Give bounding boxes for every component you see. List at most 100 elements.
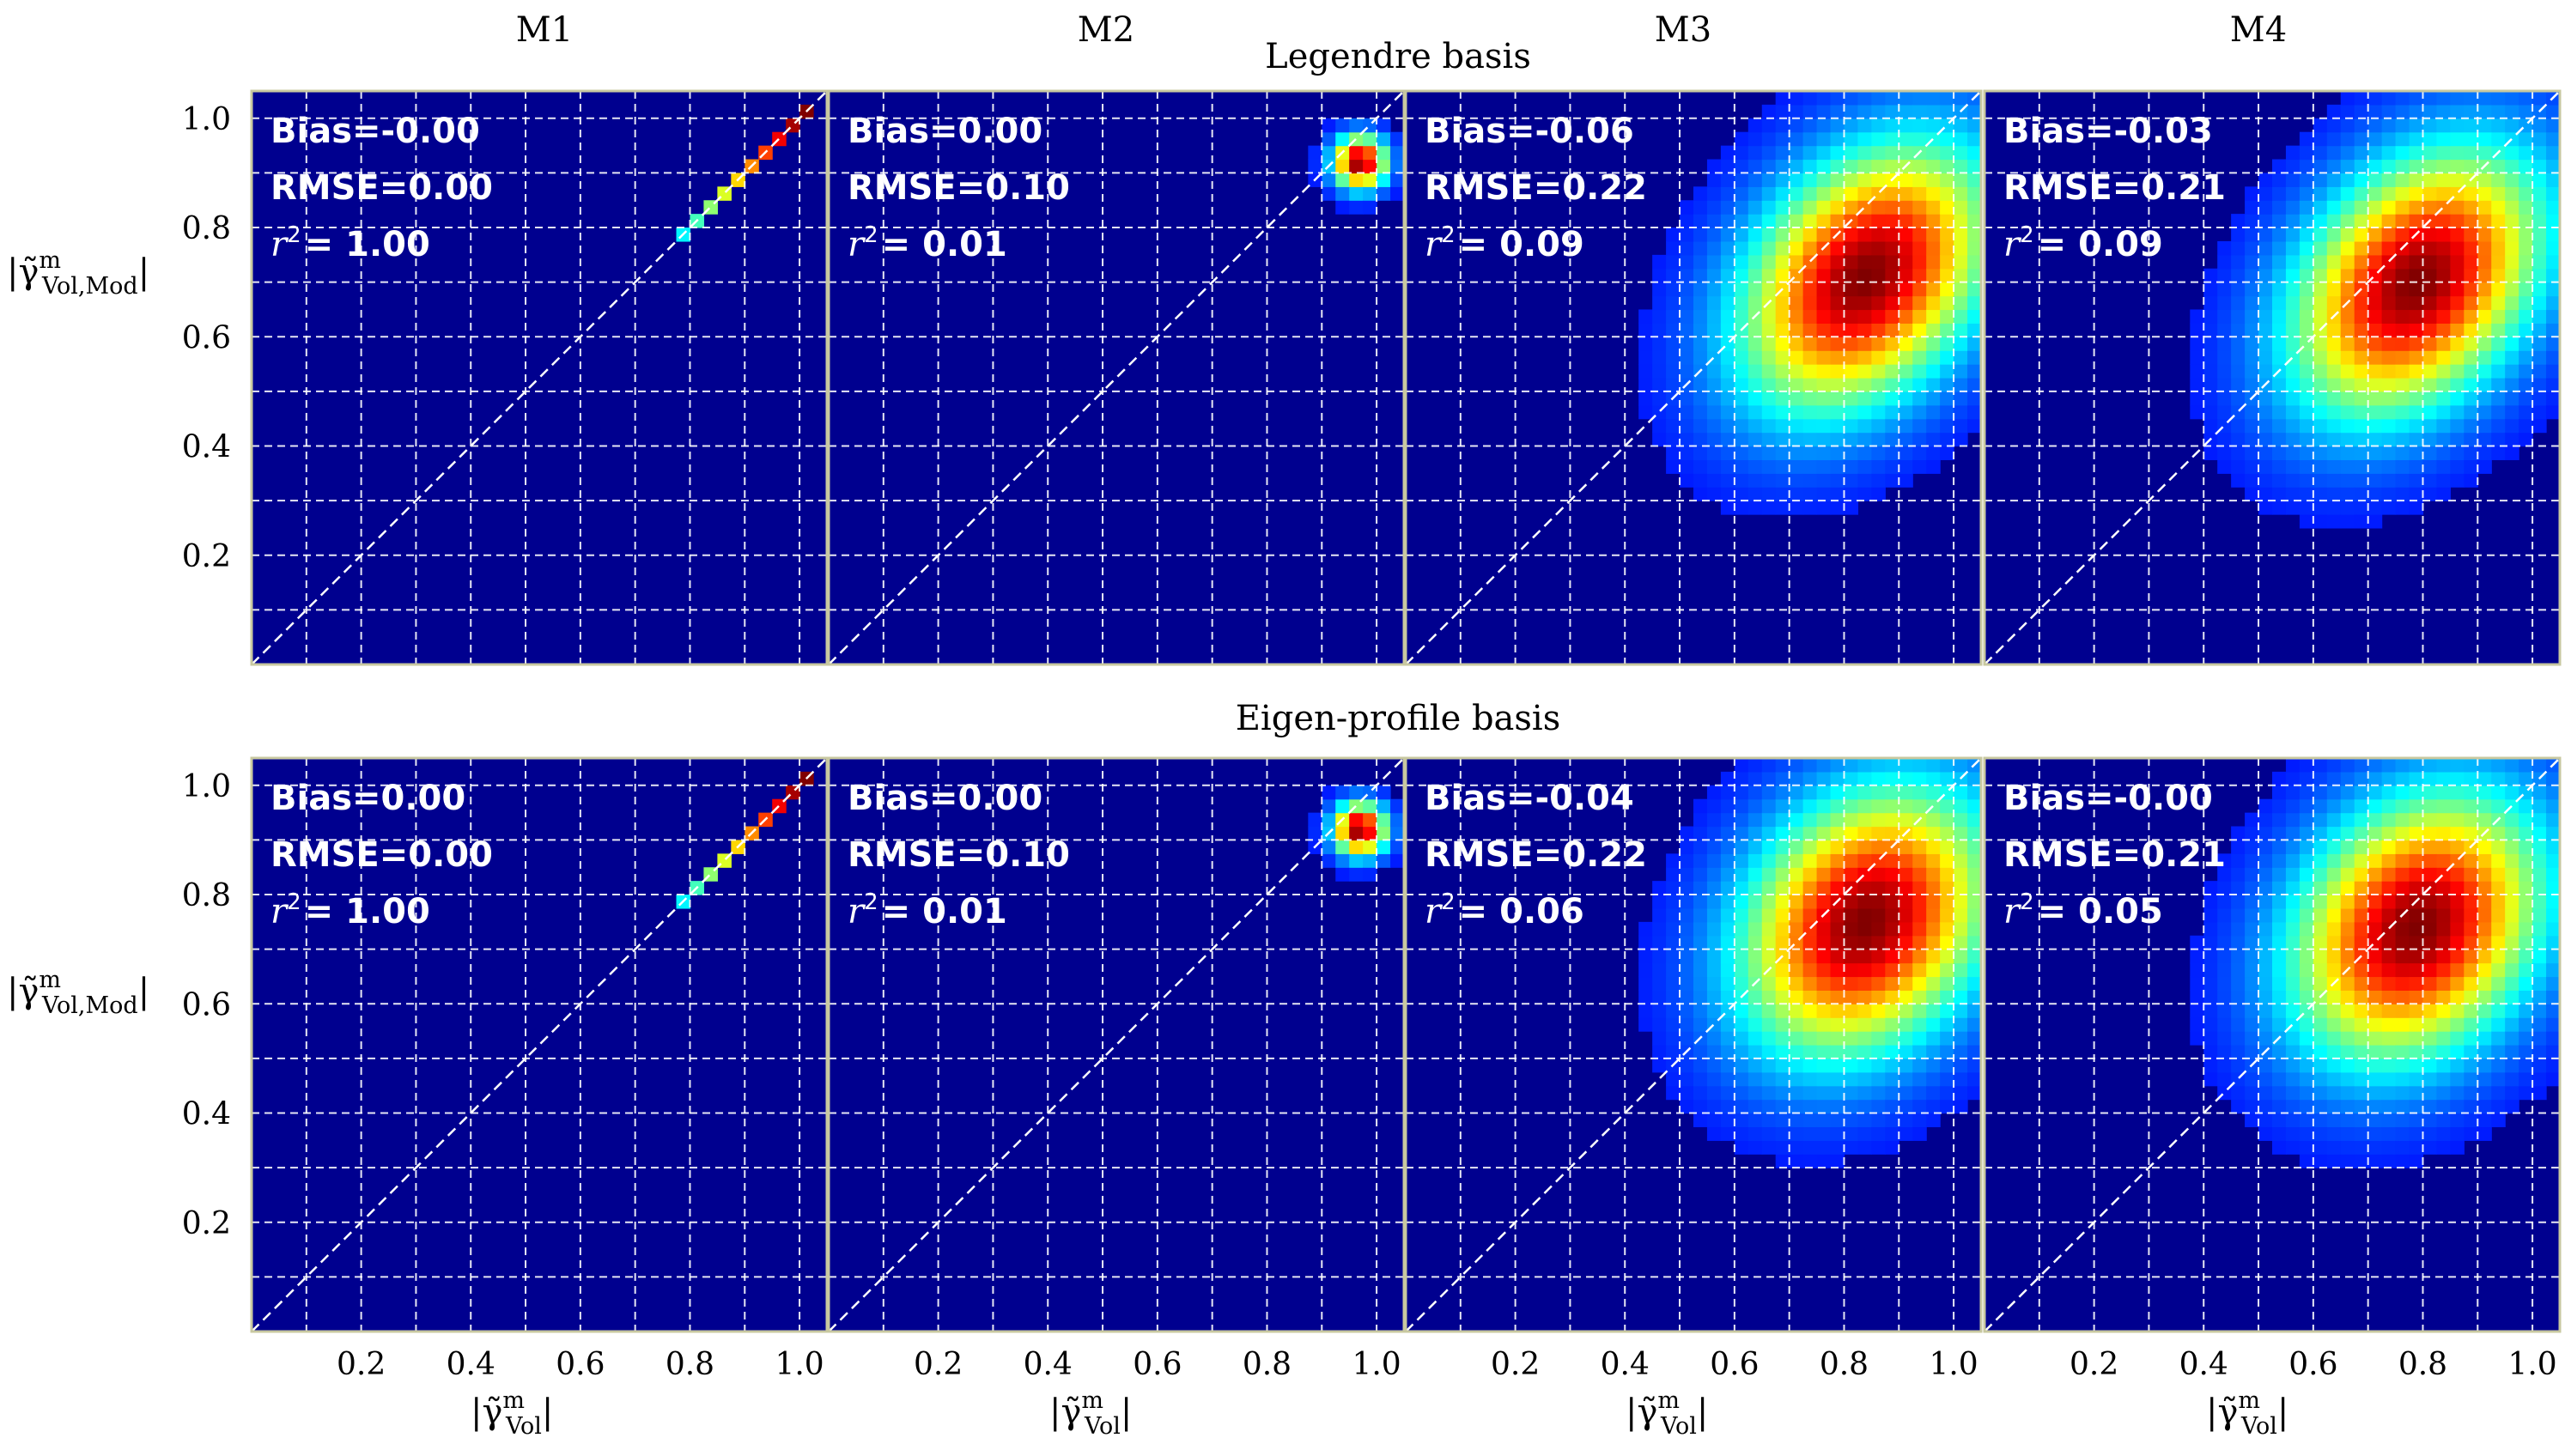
density-cell	[2505, 921, 2519, 937]
density-cell	[1912, 159, 1927, 174]
density-cell	[1940, 798, 1954, 814]
density-cell	[2505, 1058, 2519, 1073]
density-cell	[1816, 186, 1832, 201]
density-cell	[1967, 812, 1982, 828]
density-cell	[1377, 131, 1391, 147]
density-cell	[2546, 118, 2561, 133]
density-cell	[2272, 990, 2287, 1004]
rmse-label: RMSE=0.00	[270, 835, 493, 875]
density-cell	[2340, 350, 2355, 365]
density-cell	[1857, 962, 1872, 978]
density-cell	[1830, 214, 1845, 228]
density-cell	[2340, 1017, 2355, 1032]
density-cell	[1747, 867, 1763, 882]
density-cell	[2258, 1113, 2273, 1128]
density-cell	[1926, 418, 1941, 434]
density-cell	[1775, 1031, 1790, 1046]
density-cell	[2409, 1058, 2424, 1073]
density-cell	[2395, 1017, 2410, 1032]
density-cell	[2326, 391, 2342, 406]
density-cell	[1747, 228, 1763, 242]
density-cell	[2477, 309, 2492, 324]
density-cell	[2340, 798, 2355, 814]
density-cell	[2340, 826, 2355, 841]
density-cell	[1954, 881, 1968, 895]
density-cell	[1747, 295, 1763, 311]
density-cell	[1761, 840, 1777, 854]
density-cell	[1706, 282, 1722, 297]
density-cell	[1789, 1031, 1804, 1046]
density-cell	[2313, 1045, 2328, 1059]
density-cell	[1666, 990, 1681, 1004]
density-cell	[1885, 1058, 1899, 1073]
density-cell	[2546, 337, 2561, 351]
density-cell	[1747, 118, 1763, 133]
density-cell	[2409, 867, 2424, 882]
density-cell	[1680, 962, 1694, 978]
density-cell	[2203, 990, 2218, 1004]
density-cell	[1857, 1058, 1872, 1073]
density-cell	[2519, 1085, 2533, 1101]
density-cell	[2422, 758, 2438, 773]
density-cell	[2409, 921, 2424, 937]
density-cell	[1802, 907, 1818, 923]
density-cell	[1802, 1071, 1818, 1087]
density-cell	[1816, 323, 1832, 337]
density-cell	[2272, 1004, 2287, 1018]
density-cell	[2313, 173, 2328, 187]
density-cell	[1967, 309, 1982, 324]
density-cell	[1734, 214, 1749, 228]
density-cell	[2436, 391, 2451, 406]
density-cell	[2491, 881, 2506, 895]
density-cell	[2313, 364, 2328, 379]
density-cell	[1899, 254, 1913, 270]
density-cell	[2422, 404, 2438, 420]
density-cell	[1899, 1126, 1913, 1141]
density-cell	[2258, 1085, 2273, 1101]
density-cell	[1967, 159, 1982, 174]
density-cell	[2231, 976, 2246, 991]
density-cell	[1349, 200, 1364, 215]
density-cell	[2258, 826, 2273, 841]
density-cell	[1816, 853, 1832, 868]
density-cell	[1747, 350, 1763, 365]
density-cell	[2203, 364, 2218, 379]
density-cell	[1734, 159, 1749, 174]
column-title-m1: M1	[516, 10, 573, 50]
density-cell	[2354, 1045, 2369, 1059]
density-cell	[2340, 91, 2355, 106]
density-cell	[1912, 418, 1927, 434]
density-cell	[1720, 145, 1735, 161]
density-cell	[1802, 145, 1818, 161]
density-cell	[1899, 364, 1913, 379]
density-cell	[1706, 949, 1722, 964]
density-cell	[2258, 432, 2273, 447]
density-cell	[1885, 418, 1899, 434]
density-cell	[2505, 826, 2519, 841]
density-cell	[1761, 240, 1777, 256]
density-cell	[2367, 295, 2383, 311]
density-cell	[1693, 1085, 1708, 1101]
density-cell	[1761, 826, 1777, 841]
density-cell	[2354, 1058, 2369, 1073]
density-cell	[2532, 867, 2547, 882]
density-cell	[2519, 949, 2533, 964]
density-cell	[1857, 881, 1872, 895]
density-cell	[1912, 1045, 1927, 1059]
density-cell	[1899, 771, 1913, 786]
r2-label: r2 = 1.00	[270, 889, 430, 931]
density-cell	[1954, 1058, 1968, 1073]
density-cell	[1940, 432, 1954, 447]
density-cell	[1789, 812, 1804, 828]
density-cell	[2313, 459, 2328, 474]
density-cell	[1940, 826, 1954, 841]
density-cell	[2285, 364, 2301, 379]
density-cell	[1680, 432, 1694, 447]
density-cell	[2409, 378, 2424, 392]
density-cell	[2258, 282, 2273, 297]
density-cell	[1789, 500, 1804, 515]
density-cell	[2464, 145, 2478, 161]
density-cell	[2519, 378, 2533, 392]
density-cell	[2546, 1031, 2561, 1046]
